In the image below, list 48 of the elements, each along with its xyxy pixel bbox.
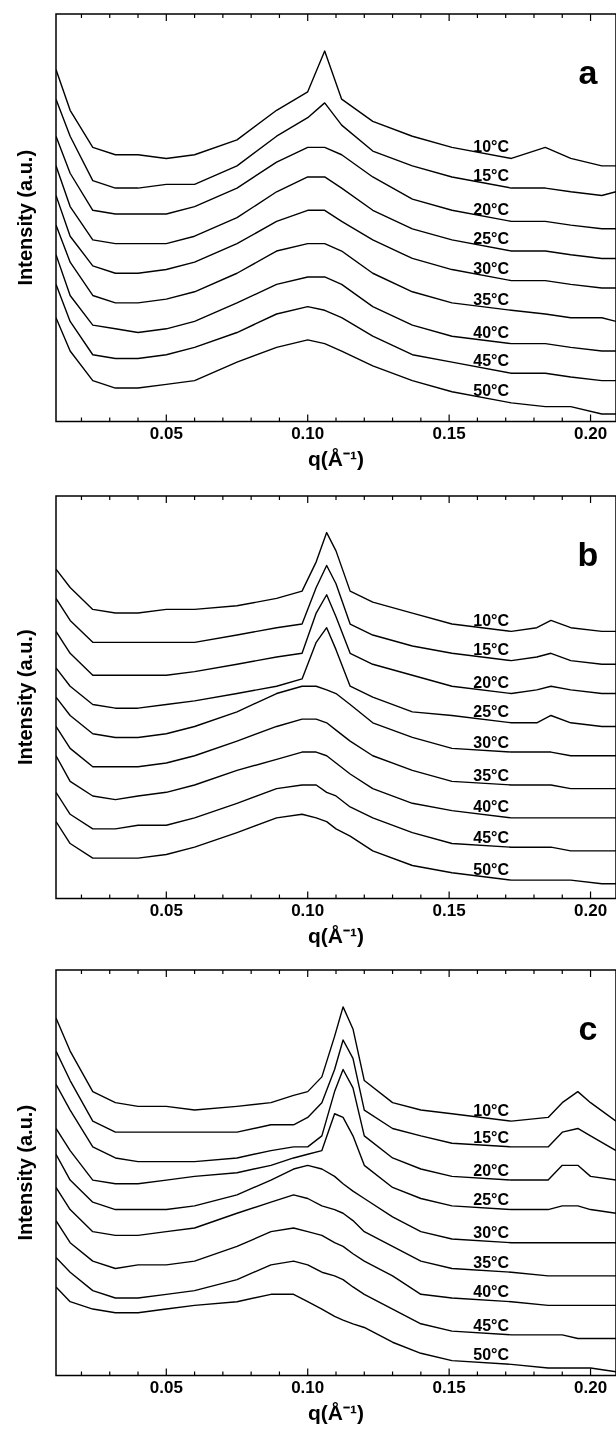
series-label: 35°C <box>473 290 510 308</box>
series-label: 50°C <box>473 1346 510 1364</box>
series-label: 35°C <box>473 766 510 784</box>
series-label: 10°C <box>473 137 510 155</box>
series-label: 15°C <box>473 641 510 659</box>
series-label: 20°C <box>473 1161 510 1179</box>
x-tick-label: 0.10 <box>291 1378 325 1398</box>
chart-title: c <box>578 1009 598 1047</box>
series-label: 15°C <box>473 167 510 185</box>
series-label: 15°C <box>473 1128 510 1146</box>
series-label: 10°C <box>473 1101 510 1119</box>
x-tick-label: 0.20 <box>574 1378 608 1398</box>
series-label: 30°C <box>473 733 510 751</box>
series-label: 35°C <box>473 1253 510 1271</box>
series-label: 20°C <box>473 200 510 218</box>
series-label: 25°C <box>473 703 510 721</box>
series-label: 25°C <box>473 1191 510 1209</box>
series-label: 30°C <box>473 1224 510 1242</box>
x-axis-title: q(Å⁻¹) <box>308 924 364 948</box>
x-tick-label: 0.15 <box>432 1378 466 1398</box>
series-label: 50°C <box>473 382 510 400</box>
x-tick-label: 0.10 <box>291 901 325 921</box>
x-tick-label: 0.10 <box>291 424 325 444</box>
series-label: 10°C <box>473 611 510 629</box>
series-label: 40°C <box>473 324 510 342</box>
x-axis-title: q(Å⁻¹) <box>308 1401 364 1425</box>
series-label: 40°C <box>473 1283 510 1301</box>
y-axis-title: Intensity (a.u.) <box>13 629 36 765</box>
x-tick-label: 0.15 <box>432 424 466 444</box>
y-axis-title: Intensity (a.u.) <box>13 149 36 286</box>
series-label: 50°C <box>473 860 510 878</box>
series-label: 45°C <box>473 352 510 370</box>
chart-title: a <box>578 53 599 91</box>
series-label: 40°C <box>473 798 510 816</box>
series-label: 45°C <box>473 828 510 846</box>
x-tick-label: 0.05 <box>149 1378 183 1398</box>
x-tick-label: 0.20 <box>574 901 608 921</box>
series-label: 25°C <box>473 230 510 248</box>
x-tick-label: 0.20 <box>574 424 608 444</box>
series-label: 20°C <box>473 674 510 692</box>
chart-title: b <box>577 535 599 573</box>
x-axis-title: q(Å⁻¹) <box>308 447 364 471</box>
y-axis-title: Intensity (a.u.) <box>13 1104 36 1241</box>
x-tick-label: 0.05 <box>149 424 183 444</box>
series-label: 45°C <box>473 1316 510 1334</box>
x-tick-label: 0.15 <box>432 901 466 921</box>
x-tick-label: 0.05 <box>149 901 183 921</box>
series-label: 30°C <box>473 259 510 277</box>
